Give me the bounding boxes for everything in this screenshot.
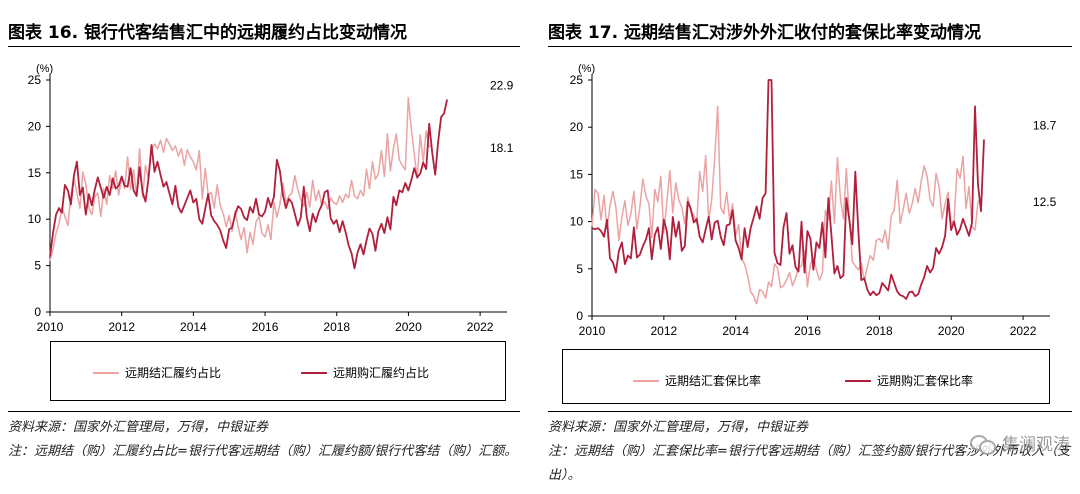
x-tick-label: 2014 bbox=[180, 320, 207, 334]
y-tick-label: 20 bbox=[28, 119, 42, 133]
y-tick-label: 0 bbox=[576, 309, 583, 323]
footnote-line: 注：远期结（购）汇履约占比=银行代客远期结（购）汇履约额/银行代客结（购）汇额。 bbox=[8, 444, 518, 459]
y-tick-label: 5 bbox=[576, 262, 583, 276]
legend-item-series-1: 远期结汇套保比率 bbox=[633, 372, 761, 389]
x-tick-label: 2018 bbox=[323, 320, 350, 334]
y-tick-label: 25 bbox=[570, 73, 584, 87]
y-tick-label: 10 bbox=[570, 215, 584, 229]
chart-legend: 远期结汇履约占比 远期购汇履约占比 bbox=[50, 341, 506, 401]
y-tick-label: 5 bbox=[34, 259, 41, 273]
data-label: 22.9 bbox=[490, 78, 514, 92]
figure-16-title: 图表 16. 银行代客结售汇中的远期履约占比变动情况 bbox=[8, 23, 407, 43]
watermark-text: 集澜观涛 bbox=[1002, 435, 1070, 455]
legend-label: 远期结汇套保比率 bbox=[665, 374, 762, 388]
y-tick-label: 25 bbox=[28, 73, 42, 87]
y-tick-label: 15 bbox=[28, 166, 42, 180]
x-tick-label: 2014 bbox=[722, 324, 749, 338]
note-divider bbox=[8, 411, 520, 412]
wechat-icon bbox=[970, 433, 996, 455]
x-tick-label: 2020 bbox=[938, 324, 965, 338]
x-tick-label: 2016 bbox=[252, 320, 279, 334]
figure-17-title: 图表 17. 远期结售汇对涉外外汇收付的套保比率变动情况 bbox=[548, 23, 981, 43]
right-figure-panel: 图表 17. 远期结售汇对涉外外汇收付的套保比率变动情况 (%) 0 5 10 15 20… bbox=[540, 0, 1080, 494]
footnote-line: 注：远期结（购）汇套保比率=银行代客远期结（购）汇签约额/银行代客涉外外币收入（… bbox=[548, 444, 1071, 483]
data-label: 18.1 bbox=[490, 141, 514, 155]
legend-item-series-2: 远期购汇套保比率 bbox=[845, 372, 973, 389]
watermark: 集澜观涛 bbox=[970, 430, 1070, 455]
chart-legend: 远期结汇套保比率 远期购汇套保比率 bbox=[562, 349, 1050, 404]
legend-swatch-light bbox=[633, 379, 659, 382]
source-line: 资料来源：国家外汇管理局，万得，中银证券 bbox=[8, 420, 269, 435]
x-tick-label: 2010 bbox=[37, 320, 64, 334]
y-tick-label: 0 bbox=[34, 305, 41, 319]
y-axis-unit-label: (%) bbox=[36, 63, 53, 75]
legend-item-series-1: 远期结汇履约占比 bbox=[93, 364, 221, 381]
left-figure-panel: 图表 16. 银行代客结售汇中的远期履约占比变动情况 (%) 0 5 10 15 20 25… bbox=[0, 0, 528, 494]
x-tick-label: 2022 bbox=[467, 320, 494, 334]
y-tick-label: 20 bbox=[570, 120, 584, 134]
source-note: 资料来源：国家外汇管理局，万得，中银证券 注：远期结（购）汇履约占比=银行代客远… bbox=[8, 416, 520, 464]
axes: (%) 0 5 10 15 20 25 2010 2012 2014 2016 2018 2020 202… bbox=[28, 63, 507, 334]
series-line-1 bbox=[591, 105, 982, 305]
source-note: 资料来源：国家外汇管理局，万得，中银证券 注：远期结（购）汇套保比率=银行代客远… bbox=[548, 416, 1078, 488]
title-divider bbox=[8, 46, 520, 47]
x-tick-label: 2022 bbox=[1010, 324, 1037, 338]
y-tick-label: 15 bbox=[570, 167, 584, 181]
series-line-2 bbox=[49, 99, 448, 270]
chart-forward-settlement-ratio: (%) 0 5 10 15 20 25 2010 2012 2014 2016 2018 2020 202… bbox=[28, 63, 514, 334]
legend-swatch-dark bbox=[301, 371, 327, 374]
source-line: 资料来源：国家外汇管理局，万得，中银证券 bbox=[548, 420, 809, 435]
x-tick-label: 2012 bbox=[108, 320, 135, 334]
legend-label: 远期购汇履约占比 bbox=[333, 366, 430, 380]
title-divider bbox=[548, 46, 1072, 47]
x-tick-label: 2016 bbox=[794, 324, 821, 338]
axes: (%) 0 5 10 15 20 25 2010 2012 2014 2016 2018 2020 202… bbox=[570, 63, 1050, 338]
series-line-1 bbox=[49, 96, 433, 262]
x-tick-label: 2018 bbox=[866, 324, 893, 338]
x-tick-label: 2020 bbox=[395, 320, 422, 334]
legend-swatch-light bbox=[93, 371, 119, 374]
chart-hedging-ratio: (%) 0 5 10 15 20 25 2010 2012 2014 2016 2018 2020 202… bbox=[570, 63, 1057, 338]
series-line-2 bbox=[591, 79, 985, 300]
legend-label: 远期结汇履约占比 bbox=[125, 366, 222, 380]
y-axis-unit-label: (%) bbox=[578, 63, 595, 75]
x-tick-label: 2012 bbox=[650, 324, 677, 338]
data-label: 12.5 bbox=[1033, 195, 1057, 209]
data-label: 18.7 bbox=[1033, 118, 1057, 132]
legend-item-series-2: 远期购汇履约占比 bbox=[301, 364, 429, 381]
y-tick-label: 10 bbox=[28, 212, 42, 226]
legend-label: 远期购汇套保比率 bbox=[877, 374, 974, 388]
note-divider bbox=[548, 411, 1072, 412]
x-tick-label: 2010 bbox=[579, 324, 606, 338]
legend-swatch-dark bbox=[845, 379, 871, 382]
